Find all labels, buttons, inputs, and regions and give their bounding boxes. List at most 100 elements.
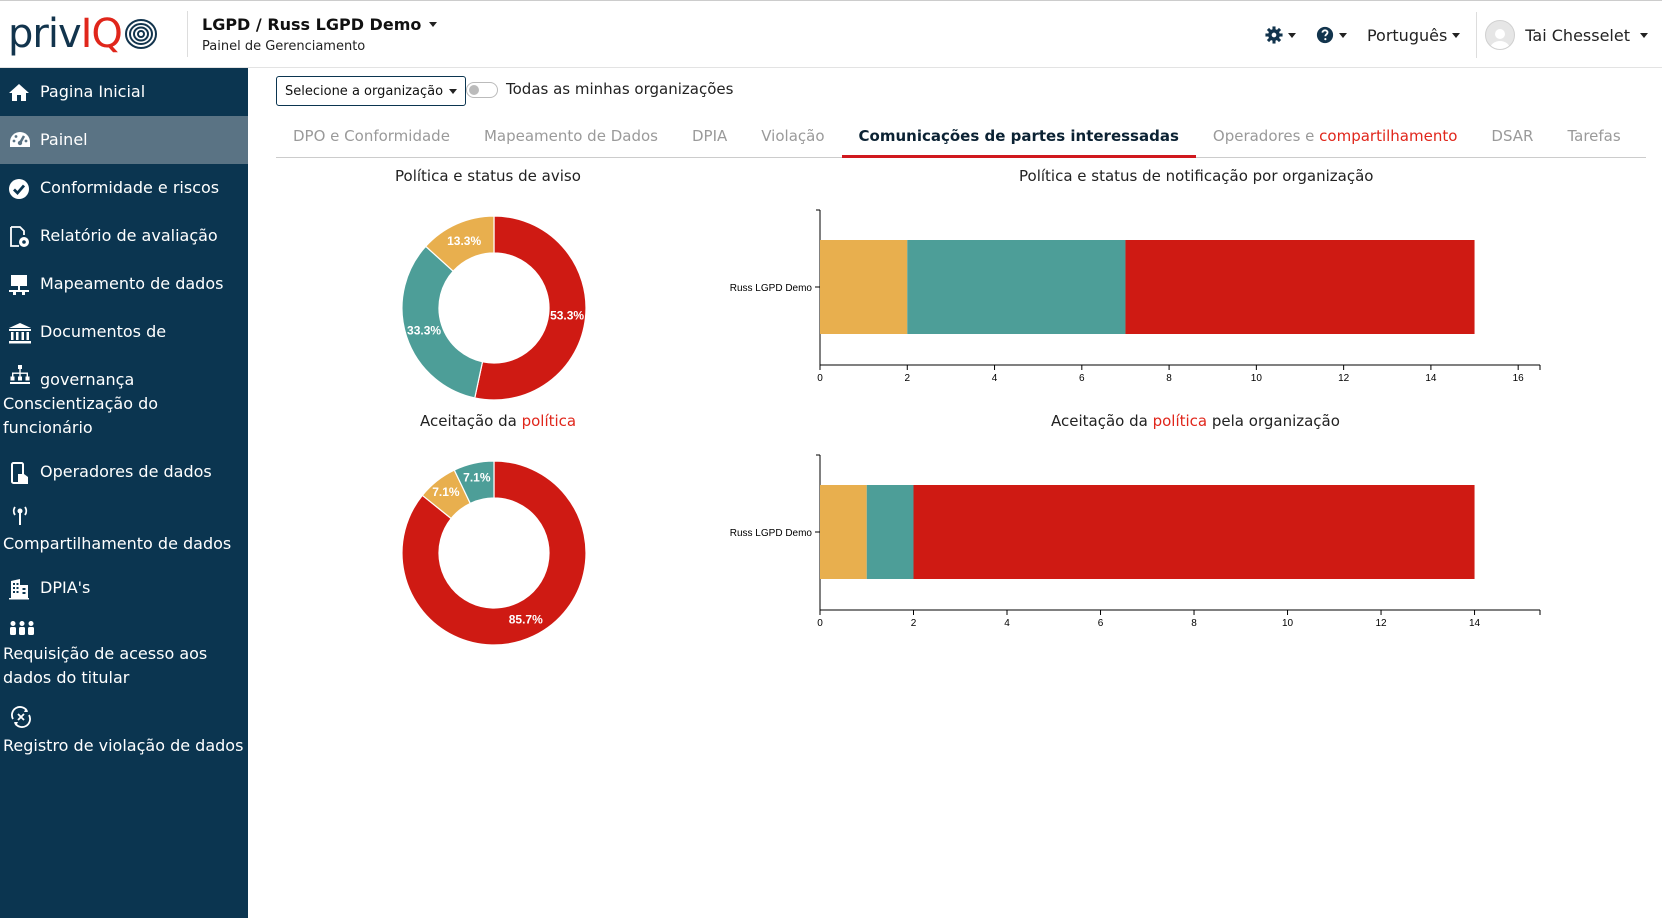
broadcast-icon — [12, 506, 28, 525]
donut-slice-label: 85.7% — [509, 612, 543, 626]
donut-slice-label: 33.3% — [407, 324, 441, 338]
bar-segment[interactable] — [820, 485, 867, 579]
org-chart-icon — [10, 365, 30, 384]
sidebar-item-data-operators[interactable]: Operadores de dados — [0, 448, 248, 496]
x-tick-label: 8 — [1191, 618, 1197, 628]
logo-text-priv: priv — [8, 11, 82, 57]
donut-slice-label: 53.3% — [550, 309, 584, 323]
language-label: Português — [1366, 25, 1448, 45]
sidebar-item-label: Requisição de acesso aos dados do titula… — [3, 644, 208, 687]
x-tick-label: 10 — [1282, 618, 1294, 628]
sidebar-item-dashboard[interactable]: Painel — [0, 116, 248, 164]
donut-slice[interactable] — [474, 215, 587, 401]
header-actions: Português Tai Chesselet — [1255, 1, 1662, 69]
policy-acceptance-donut: 85.7% 7.1%7.1% — [401, 460, 587, 646]
header-divider — [187, 11, 188, 57]
x-tick-label: 6 — [1098, 618, 1104, 628]
workspace-switcher[interactable]: LGPD / Russ LGPD Demo — [202, 15, 438, 34]
caret-down-icon — [1640, 32, 1648, 38]
x-tick-label: 6 — [1079, 373, 1085, 383]
sidebar-item-label: Documentos de governança — [40, 322, 167, 389]
logo-text-iq: IQ — [80, 11, 123, 57]
caret-down-icon — [1338, 32, 1347, 38]
sidebar-item-label: Conscientização do funcionário — [3, 394, 159, 437]
user-menu-button[interactable]: Tai Chesselet — [1485, 20, 1662, 50]
user-silhouette-icon — [1490, 29, 1511, 49]
donut-slice[interactable] — [424, 215, 495, 272]
tab-dsar[interactable]: DSAR — [1491, 127, 1534, 145]
policy-acceptance-by-org-title: Aceitação da política pela organização — [1051, 412, 1340, 430]
user-name: Tai Chesselet — [1525, 25, 1630, 45]
policy-notice-status-title: Política e status de aviso — [395, 167, 581, 185]
tab-stakeholder-communications[interactable]: Comunicações de partes interessadas — [841, 120, 1196, 158]
tab-operators-sharing[interactable]: Operadores e compartilhamento — [1196, 120, 1475, 158]
sidebar-item-label: DPIA's — [40, 578, 91, 597]
policy-acceptance-title: Aceitação da política — [420, 412, 576, 430]
sidebar-item-label: Compartilhamento de dados — [3, 534, 232, 553]
sidebar-item-assessment-report[interactable]: Relatório de avaliação — [0, 212, 248, 260]
language-menu-button[interactable]: Português — [1357, 26, 1470, 45]
bar-segment[interactable] — [820, 240, 908, 334]
bar-segment[interactable] — [913, 485, 1475, 579]
priviq-logo[interactable]: priv IQ — [8, 11, 158, 57]
title-part: Aceitação da — [1051, 412, 1153, 430]
sidebar-item-employee-awareness[interactable]: Conscientização do funcionário — [0, 356, 248, 448]
tab-data-mapping[interactable]: Mapeamento de Dados — [483, 127, 658, 145]
donut-slice[interactable] — [401, 245, 484, 399]
x-tick-label: 14 — [1425, 373, 1437, 383]
x-tick-label: 0 — [817, 618, 823, 628]
tab-dpia[interactable]: DPIA — [691, 127, 728, 145]
breach-icon — [11, 706, 31, 728]
organization-select[interactable]: Selecione a organização — [276, 76, 467, 106]
caret-down-icon — [1287, 32, 1296, 38]
sidebar-item-data-sharing[interactable]: Compartilhamento de dados — [0, 496, 248, 564]
title-part: pela organização — [1207, 412, 1340, 430]
caret-down-icon — [449, 88, 458, 94]
x-tick-label: 12 — [1338, 373, 1350, 383]
avatar — [1485, 20, 1516, 50]
all-organizations-toggle[interactable] — [466, 82, 498, 98]
y-tick-label: Russ LGPD Demo — [730, 528, 813, 539]
sidebar-item-dsar[interactable]: Requisição de acesso aos dados do titula… — [0, 612, 248, 698]
bar-segment[interactable] — [907, 240, 1126, 334]
data-map-icon — [9, 275, 29, 295]
x-tick-label: 8 — [1166, 373, 1172, 383]
people-icon — [10, 621, 34, 635]
donut-slice-label: 7.1% — [463, 470, 491, 484]
notification-status-by-org-title: Política e status de notificação por org… — [1019, 167, 1374, 185]
sidebar-item-compliance[interactable]: Conformidade e riscos — [0, 164, 248, 212]
gear-icon — [1265, 26, 1283, 44]
organization-select-label: Selecione a organização — [285, 83, 444, 99]
sidebar-item-data-mapping[interactable]: Mapeamento de dados — [0, 260, 248, 308]
main-content: Selecione a organização Todas as minhas … — [248, 68, 1662, 918]
settings-menu-button[interactable] — [1255, 26, 1306, 44]
sidebar-item-home[interactable]: Pagina Inicial — [0, 68, 248, 116]
caret-down-icon — [429, 22, 438, 27]
sidebar-item-breach-register[interactable]: Registro de violação de dados — [0, 698, 248, 766]
title-accent: política — [1152, 412, 1208, 430]
donut-slice[interactable] — [453, 460, 495, 505]
header-divider — [1476, 12, 1478, 58]
x-tick-label: 4 — [992, 373, 998, 383]
sidebar-item-label: Registro de violação de dados — [3, 736, 244, 755]
sidebar-item-governance-docs[interactable]: Documentos de governança — [0, 308, 248, 389]
institution-icon — [9, 323, 31, 344]
sidebar-item-label: Mapeamento de dados — [40, 274, 224, 293]
tab-dpo-compliance[interactable]: DPO e Conformidade — [293, 127, 450, 145]
sidebar-item-label: Conformidade e riscos — [40, 178, 220, 197]
dashboard-tabs: DPO e Conformidade Mapeamento de Dados D… — [276, 120, 1646, 158]
bar-segment[interactable] — [1125, 240, 1475, 334]
header-subtitle: Painel de Gerenciamento — [202, 39, 366, 54]
tab-breach[interactable]: Violação — [761, 127, 825, 145]
donut-slice[interactable] — [401, 460, 587, 646]
donut-slice-label: 7.1% — [432, 485, 460, 499]
x-tick-label: 14 — [1469, 618, 1481, 628]
bar-segment[interactable] — [866, 485, 914, 579]
help-menu-button[interactable] — [1306, 26, 1357, 44]
sidebar-item-dpias[interactable]: DPIA's — [0, 564, 248, 612]
x-tick-label: 4 — [1004, 618, 1010, 628]
tab-tasks[interactable]: Tarefas — [1567, 127, 1621, 145]
question-circle-icon — [1316, 26, 1334, 44]
tab-label-part: Operadores e — [1212, 127, 1320, 145]
